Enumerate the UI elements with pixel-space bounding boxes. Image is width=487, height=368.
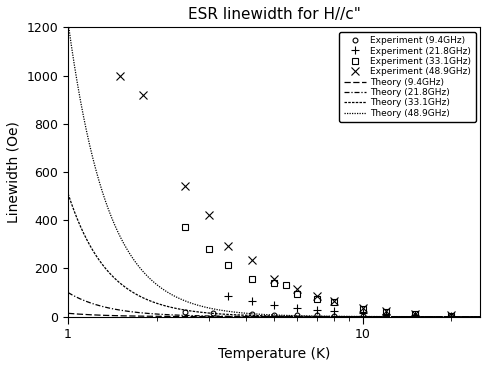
Theory (21.8GHz)	[199, 314, 205, 318]
Experiment (21.8GHz)	[360, 311, 366, 315]
Theory (33.1GHz)	[365, 314, 371, 319]
Theory (33.1GHz)	[477, 315, 483, 319]
Theory (9.4GHz)	[65, 311, 71, 315]
Experiment (9.4GHz)	[449, 314, 454, 319]
Theory (48.9GHz)	[199, 304, 205, 309]
Theory (33.1GHz)	[324, 314, 330, 319]
Experiment (21.8GHz)	[449, 314, 454, 318]
Experiment (48.9GHz)	[225, 243, 231, 248]
Experiment (9.4GHz)	[249, 312, 255, 316]
Theory (33.1GHz)	[115, 279, 121, 283]
Theory (48.9GHz)	[362, 314, 368, 319]
Experiment (33.1GHz)	[331, 300, 337, 304]
Title: ESR linewidth for H//c": ESR linewidth for H//c"	[187, 7, 360, 22]
Theory (9.4GHz)	[477, 315, 483, 319]
Theory (21.8GHz)	[65, 290, 71, 295]
Experiment (9.4GHz)	[331, 314, 337, 318]
Theory (21.8GHz)	[324, 314, 330, 319]
Experiment (33.1GHz)	[271, 281, 277, 285]
Line: Theory (33.1GHz): Theory (33.1GHz)	[68, 194, 480, 317]
Experiment (33.1GHz)	[449, 314, 454, 318]
Theory (21.8GHz)	[365, 315, 371, 319]
Legend: Experiment (9.4GHz), Experiment (21.8GHz), Experiment (33.1GHz), Experiment (48.: Experiment (9.4GHz), Experiment (21.8GHz…	[339, 32, 475, 122]
Experiment (9.4GHz)	[383, 314, 389, 318]
Theory (9.4GHz)	[115, 314, 121, 318]
Line: Experiment (33.1GHz): Experiment (33.1GHz)	[183, 225, 454, 319]
X-axis label: Temperature (K): Temperature (K)	[218, 347, 330, 361]
Experiment (33.1GHz)	[412, 312, 417, 316]
Experiment (21.8GHz)	[225, 294, 231, 298]
Theory (33.1GHz)	[362, 314, 368, 319]
Theory (9.4GHz)	[362, 315, 368, 319]
Theory (21.8GHz)	[228, 314, 234, 318]
Experiment (9.4GHz)	[360, 314, 366, 318]
Experiment (33.1GHz)	[360, 307, 366, 311]
Experiment (48.9GHz)	[140, 93, 146, 97]
Experiment (9.4GHz)	[412, 314, 417, 319]
Theory (21.8GHz)	[115, 308, 121, 312]
Experiment (21.8GHz)	[314, 308, 320, 312]
Experiment (9.4GHz)	[210, 311, 216, 315]
Theory (33.1GHz)	[65, 191, 71, 196]
Experiment (48.9GHz)	[314, 294, 320, 298]
Theory (21.8GHz)	[362, 315, 368, 319]
Theory (33.1GHz)	[199, 310, 205, 315]
Line: Experiment (9.4GHz): Experiment (9.4GHz)	[183, 309, 454, 319]
Experiment (21.8GHz)	[249, 299, 255, 303]
Theory (48.9GHz)	[477, 315, 483, 319]
Theory (48.9GHz)	[324, 314, 330, 318]
Experiment (9.4GHz)	[271, 312, 277, 317]
Experiment (21.8GHz)	[383, 312, 389, 316]
Experiment (9.4GHz)	[295, 313, 300, 318]
Experiment (9.4GHz)	[314, 313, 320, 318]
Y-axis label: Linewidth (Oe): Linewidth (Oe)	[7, 121, 21, 223]
Experiment (48.9GHz)	[271, 277, 277, 282]
Experiment (33.1GHz)	[383, 310, 389, 315]
Experiment (21.8GHz)	[412, 313, 417, 318]
Experiment (9.4GHz)	[183, 309, 188, 314]
Line: Experiment (48.9GHz): Experiment (48.9GHz)	[116, 72, 455, 319]
Theory (48.9GHz)	[115, 229, 121, 234]
Experiment (48.9GHz)	[295, 287, 300, 291]
Experiment (48.9GHz)	[412, 312, 417, 316]
Experiment (48.9GHz)	[206, 213, 212, 217]
Experiment (21.8GHz)	[271, 302, 277, 307]
Experiment (48.9GHz)	[360, 305, 366, 310]
Experiment (48.9GHz)	[449, 313, 454, 318]
Experiment (33.1GHz)	[183, 225, 188, 230]
Experiment (33.1GHz)	[206, 247, 212, 251]
Experiment (21.8GHz)	[331, 309, 337, 314]
Theory (9.4GHz)	[228, 314, 234, 319]
Line: Theory (21.8GHz): Theory (21.8GHz)	[68, 293, 480, 317]
Experiment (33.1GHz)	[314, 296, 320, 301]
Line: Experiment (21.8GHz): Experiment (21.8GHz)	[225, 292, 455, 320]
Theory (9.4GHz)	[365, 315, 371, 319]
Experiment (48.9GHz)	[249, 258, 255, 262]
Experiment (33.1GHz)	[225, 263, 231, 267]
Theory (33.1GHz)	[228, 312, 234, 317]
Experiment (48.9GHz)	[331, 299, 337, 303]
Experiment (48.9GHz)	[117, 73, 123, 78]
Line: Theory (48.9GHz): Theory (48.9GHz)	[68, 22, 480, 317]
Theory (48.9GHz)	[65, 20, 71, 25]
Line: Theory (9.4GHz): Theory (9.4GHz)	[68, 313, 480, 317]
Experiment (33.1GHz)	[283, 283, 289, 287]
Experiment (33.1GHz)	[249, 277, 255, 282]
Theory (9.4GHz)	[199, 314, 205, 319]
Theory (9.4GHz)	[324, 315, 330, 319]
Experiment (48.9GHz)	[383, 309, 389, 314]
Theory (48.9GHz)	[228, 309, 234, 314]
Experiment (48.9GHz)	[183, 184, 188, 189]
Theory (48.9GHz)	[365, 314, 371, 319]
Experiment (33.1GHz)	[295, 291, 300, 296]
Experiment (21.8GHz)	[295, 305, 300, 310]
Theory (21.8GHz)	[477, 315, 483, 319]
